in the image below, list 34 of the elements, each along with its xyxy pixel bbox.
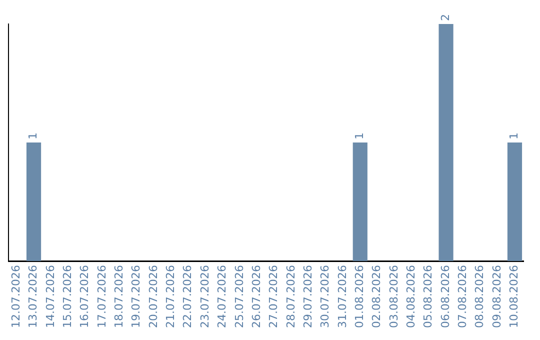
x-tick-label: 07.08.2026 <box>456 265 470 328</box>
x-tick-label: 25.07.2026 <box>232 265 246 328</box>
data-label: 2 <box>438 14 452 21</box>
x-tick-label: 14.07.2026 <box>44 265 57 328</box>
x-tick-label: 13.07.2026 <box>26 265 40 328</box>
x-tick-label: 26.07.2026 <box>250 265 263 328</box>
x-tick-label: 01.08.2026 <box>352 265 366 328</box>
x-tick-label: 18.07.2026 <box>112 265 126 328</box>
x-tick-label: 23.07.2026 <box>198 265 212 328</box>
x-tick-label: 22.07.2026 <box>181 265 194 328</box>
x-tick-label: 21.07.2026 <box>164 265 178 328</box>
x-tick-label: 16.07.2026 <box>78 265 92 328</box>
data-label: 1 <box>352 132 366 140</box>
x-tick-label: 20.07.2026 <box>146 265 160 328</box>
x-tick-label: 06.08.2026 <box>438 265 452 328</box>
x-tick-label: 17.07.2026 <box>95 265 108 328</box>
x-tick-label: 03.08.2026 <box>387 265 400 328</box>
x-tick-label: 28.07.2026 <box>284 265 298 328</box>
x-tick-label: 10.08.2026 <box>508 265 521 328</box>
data-label: 1 <box>508 132 521 140</box>
x-tick-label: 31.07.2026 <box>336 265 349 328</box>
x-tick-label: 15.07.2026 <box>60 265 74 328</box>
data-label: 1 <box>26 132 40 140</box>
x-tick-label: 05.08.2026 <box>422 265 435 328</box>
x-tick-label: 19.07.2026 <box>130 265 143 328</box>
x-tick-label: 08.08.2026 <box>473 265 486 328</box>
x-tick-label: 24.07.2026 <box>216 265 229 328</box>
x-tick-label: 29.07.2026 <box>301 265 314 328</box>
x-tick-label: 09.08.2026 <box>490 265 504 328</box>
x-tick-label: 04.08.2026 <box>404 265 418 328</box>
x-tick-label: 27.07.2026 <box>267 265 280 328</box>
x-tick-label: 02.08.2026 <box>370 265 384 328</box>
x-tick-label: 12.07.2026 <box>9 265 22 328</box>
x-tick-label: 30.07.2026 <box>318 265 332 328</box>
